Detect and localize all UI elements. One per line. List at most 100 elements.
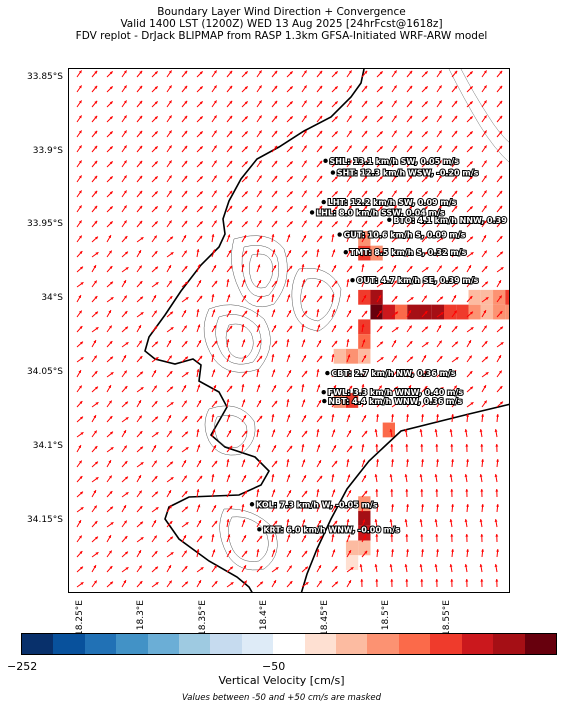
wind-arrow [496, 279, 502, 288]
wind-arrow [181, 534, 187, 543]
wind-arrow [166, 461, 174, 468]
wind-arrow [166, 430, 173, 438]
wind-arrow [136, 115, 143, 123]
wind-arrow [496, 401, 504, 408]
wind-arrow [286, 354, 291, 363]
wind-arrow [151, 385, 158, 393]
wind-arrow [106, 250, 113, 258]
wind-arrow [151, 519, 157, 528]
wind-arrow [121, 354, 127, 363]
wind-arrow [271, 566, 279, 573]
wind-arrow [256, 355, 263, 363]
wind-arrow [286, 399, 290, 408]
wind-arrow [391, 503, 395, 513]
wind-arrow [405, 533, 409, 543]
wind-arrow [391, 355, 398, 363]
terrain-contour [219, 508, 278, 571]
wind-arrow [376, 85, 384, 93]
wind-arrow [121, 235, 128, 243]
wind-arrow [106, 534, 112, 543]
wind-arrow [226, 489, 232, 498]
wind-arrow [121, 266, 129, 273]
wind-arrow [271, 444, 277, 453]
wind-arrow [435, 443, 439, 453]
wind-arrow [136, 220, 143, 228]
wind-arrow [331, 190, 339, 198]
wind-arrow [466, 370, 473, 378]
convergence-cell [345, 348, 359, 364]
colorbar-swatch [398, 634, 431, 654]
wind-arrow [136, 461, 144, 468]
wind-arrow [226, 130, 233, 138]
wind-arrow [151, 281, 159, 288]
wind-arrow [451, 400, 458, 408]
wind-arrow [226, 399, 230, 408]
wind-arrow [421, 503, 425, 513]
wind-arrow [406, 371, 414, 378]
wind-arrow [121, 70, 127, 78]
wind-arrow [331, 205, 339, 213]
wind-arrow [121, 520, 128, 528]
wind-arrow [361, 160, 368, 168]
wind-arrow [421, 130, 429, 138]
wind-arrow [434, 474, 438, 483]
wind-arrow [436, 236, 444, 243]
wind-arrow [166, 295, 173, 303]
convergence-cell [358, 511, 371, 526]
wind-arrow [374, 474, 378, 483]
lon-label: 18.3°E [136, 600, 146, 631]
wind-arrow [451, 145, 458, 153]
wind-arrow [376, 548, 380, 558]
wind-arrow [226, 369, 232, 378]
wind-arrow [136, 249, 142, 258]
convergence-cell [431, 304, 445, 320]
wind-arrow [464, 429, 468, 438]
wind-arrow [361, 115, 368, 123]
wind-arrow [421, 458, 425, 468]
wind-arrow [196, 160, 204, 168]
wind-arrow [331, 70, 339, 78]
wind-arrow [481, 145, 487, 153]
lon-label: 18.35°E [198, 600, 208, 636]
wind-arrow [211, 190, 217, 198]
wind-arrow [136, 505, 143, 513]
wind-arrow [196, 355, 203, 363]
wind-arrow [226, 354, 231, 363]
wind-arrow [391, 401, 399, 408]
wind-arrow [271, 85, 278, 93]
wind-arrow [406, 115, 413, 123]
wind-arrow [331, 460, 338, 468]
wind-arrow [481, 265, 488, 273]
wind-arrow [480, 488, 484, 498]
wind-arrow [451, 369, 457, 378]
wind-arrow [226, 265, 233, 273]
wind-arrow [466, 413, 470, 423]
wind-arrow [376, 115, 384, 123]
wind-arrow [496, 370, 503, 378]
wind-arrow [436, 115, 442, 123]
wind-arrow [451, 385, 458, 393]
convergence-cell [382, 304, 395, 320]
wind-arrow [436, 548, 440, 558]
wind-arrow [404, 519, 408, 528]
wind-arrow [286, 505, 293, 513]
wind-arrow [196, 190, 204, 198]
wind-arrow [451, 325, 458, 333]
wind-arrow [316, 160, 323, 168]
wind-arrow [76, 250, 83, 258]
wind-arrow [271, 549, 276, 558]
wind-arrow [301, 250, 308, 258]
wind-arrow [301, 504, 305, 513]
wind-arrow [331, 384, 337, 393]
wind-arrow [391, 280, 398, 288]
map-title-line2: Valid 1400 LST (1200Z) WED 13 Aug 2025 [… [120, 18, 443, 30]
wind-arrow [166, 536, 174, 543]
wind-arrow [211, 130, 217, 138]
wind-arrow [226, 385, 233, 393]
wind-arrow [436, 130, 442, 138]
wind-arrow [271, 429, 276, 438]
wind-arrow [361, 504, 365, 513]
wind-arrow [271, 145, 278, 153]
wind-arrow [241, 580, 248, 588]
wind-arrow [181, 145, 188, 153]
